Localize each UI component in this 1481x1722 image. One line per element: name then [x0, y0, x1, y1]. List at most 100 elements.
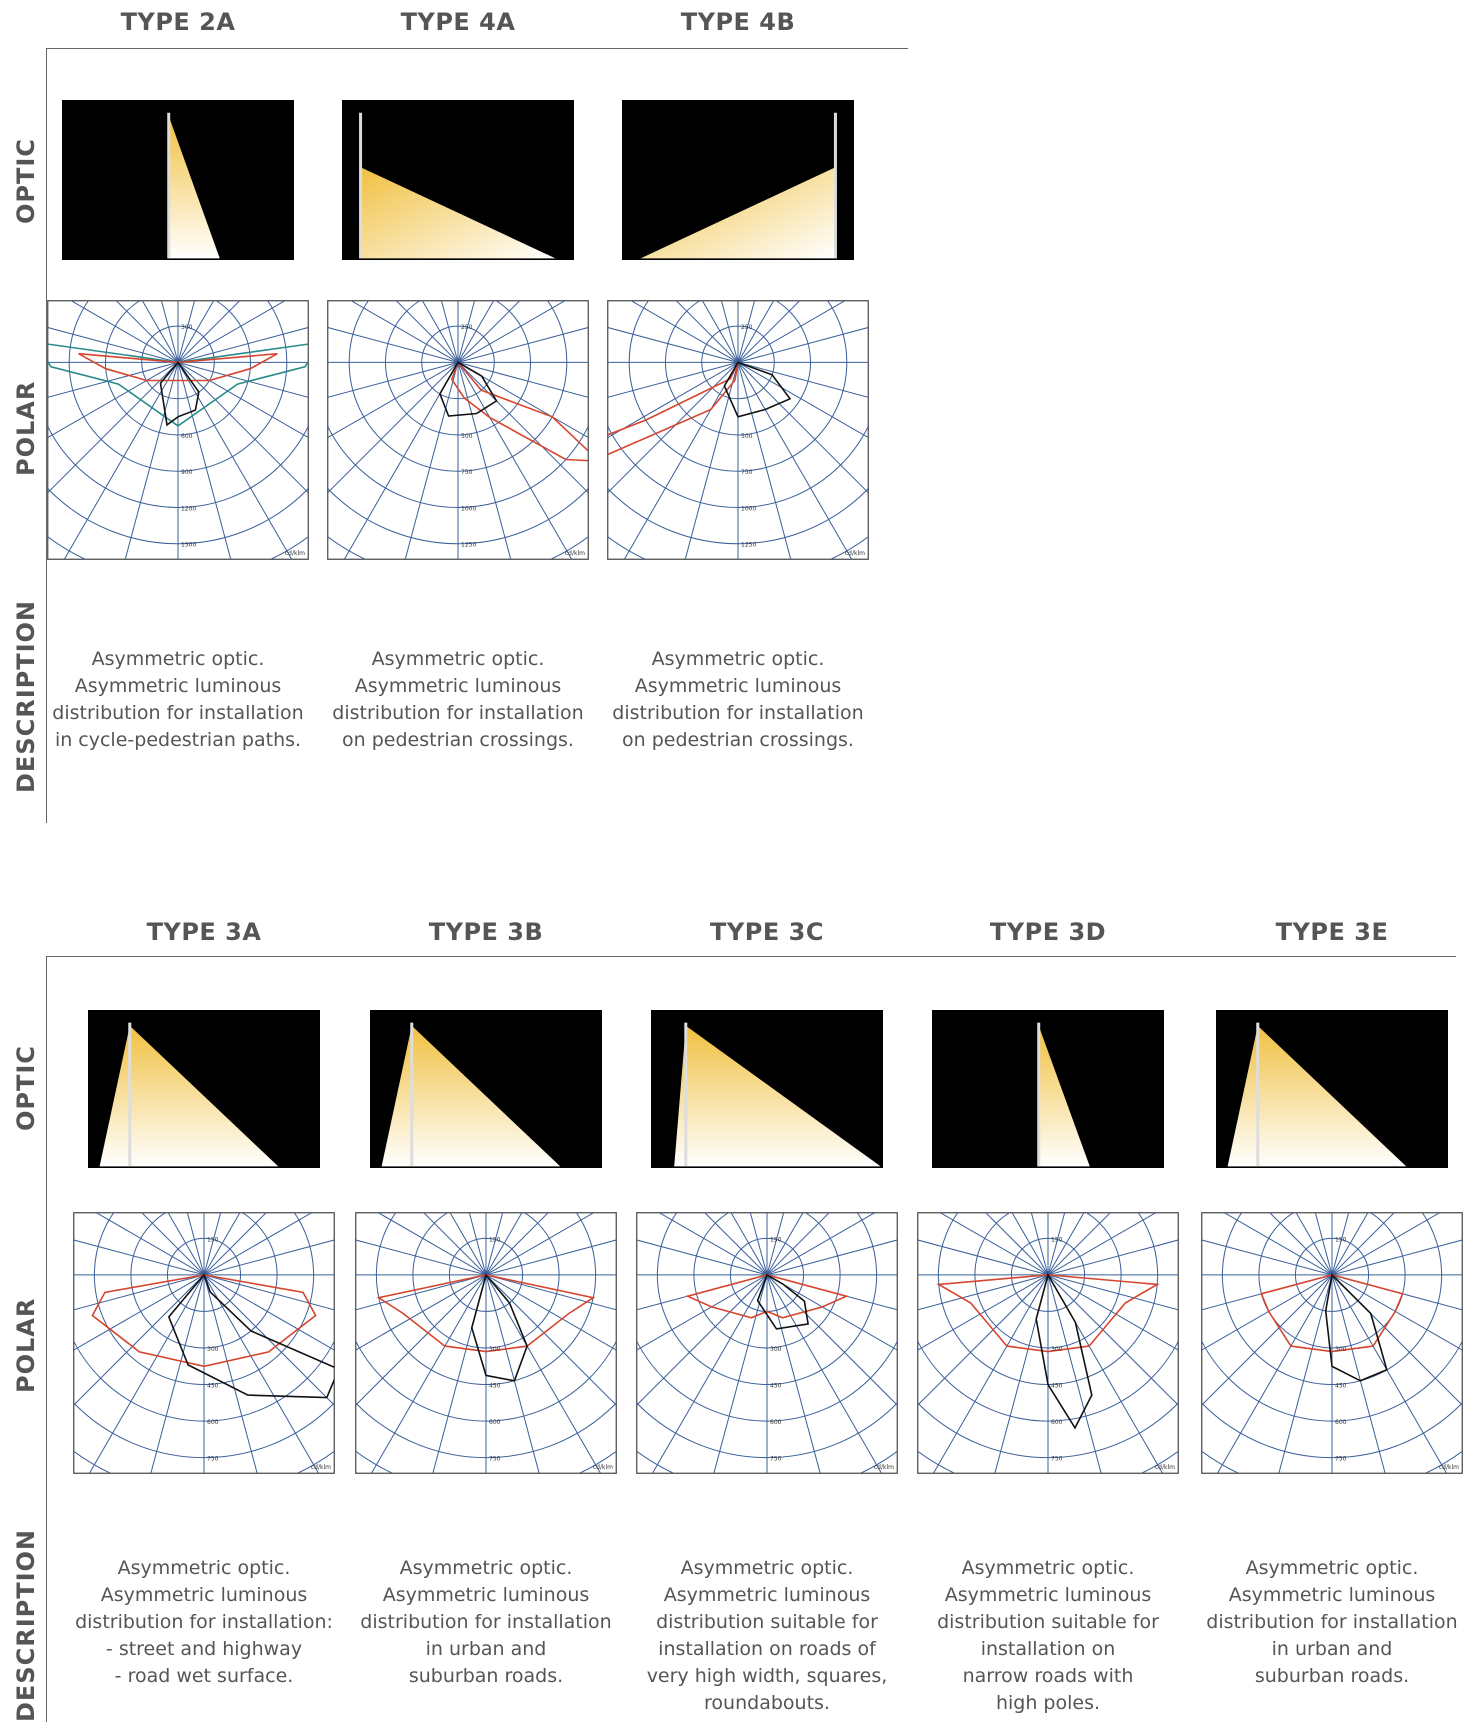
polar-tick-label: 300: [207, 1346, 219, 1353]
column-title: TYPE 3B: [428, 918, 544, 946]
polar-diagram: 150 300 450 600 750 cd/klm: [917, 1212, 1179, 1474]
polar-tick-label: 150: [1051, 1236, 1063, 1243]
polar-diagram: 300 600 900 1200 1500 cd/klm: [47, 300, 309, 560]
optic-illustration: [370, 1010, 602, 1168]
polar-curve-c90-c270: [723, 361, 792, 418]
polar-tick-label: 500: [741, 433, 753, 440]
polar-grid: [74, 1213, 334, 1473]
polar-tick-label: 250: [741, 324, 753, 331]
polar-curve-teal: [48, 343, 308, 427]
polar-tick-label: 750: [1051, 1456, 1063, 1463]
description-line: Asymmetric luminous: [944, 1584, 1152, 1606]
header-divider: [46, 48, 908, 49]
polar-tick-label: 150: [489, 1236, 501, 1243]
polar-curve-c0-c180: [91, 1274, 317, 1368]
description-line: Asymmetric luminous: [1228, 1584, 1436, 1606]
description-line: distribution for installation: [1206, 1611, 1458, 1633]
description-line: - street and highway: [105, 1638, 303, 1660]
optic-illustration: [88, 1010, 320, 1168]
description-text: Asymmetric optic. Asymmetric luminous dist…: [59, 1555, 349, 1690]
column-title: TYPE 3A: [146, 918, 262, 946]
description-line: Asymmetric optic.: [961, 1557, 1135, 1579]
light-beam: [99, 1025, 279, 1167]
polar-tick-label: 150: [207, 1236, 219, 1243]
description-line: in cycle-pedestrian paths.: [54, 729, 302, 751]
description-line: high poles.: [995, 1692, 1101, 1714]
polar-tick-label: 1250: [741, 542, 756, 549]
polar-diagram: 150 300 450 600 750 cd/klm: [73, 1212, 335, 1474]
optic-illustration: [1216, 1010, 1448, 1168]
polar-curve-c90-c270: [470, 1273, 528, 1382]
polar-curve-c90-c270: [1035, 1272, 1093, 1430]
column-title: TYPE 4A: [400, 8, 516, 36]
column-title: TYPE 3C: [710, 918, 824, 946]
row-label-optic: OPTIC: [12, 1045, 40, 1131]
description-line: installation on: [980, 1638, 1116, 1660]
description-line: Asymmetric luminous: [663, 1584, 871, 1606]
polar-curve-c0-c180: [936, 1274, 1160, 1353]
description-line: Asymmetric luminous: [382, 1584, 590, 1606]
light-beam: [674, 1025, 881, 1167]
polar-tick-label: 750: [489, 1456, 501, 1463]
polar-tick-label: 750: [207, 1456, 219, 1463]
polar-curve-c90-c270: [756, 1273, 810, 1330]
row-label-polar: POLAR: [12, 380, 40, 476]
polar-tick-label: 600: [1335, 1419, 1347, 1426]
description-text: Asymmetric optic. Asymmetric luminous dist…: [341, 1555, 631, 1690]
polar-unit-label: cd/klm: [285, 550, 305, 557]
polar-tick-label: 300: [1335, 1346, 1347, 1353]
polar-tick-label: 1000: [461, 506, 476, 513]
description-line: Asymmetric luminous: [354, 675, 562, 697]
description-text: Asymmetric optic. Asymmetric luminous dist…: [622, 1555, 912, 1717]
description-line: distribution suitable for: [656, 1611, 878, 1633]
polar-curve-c90-c270: [167, 1273, 334, 1399]
description-line: on pedestrian crossings.: [622, 729, 854, 751]
description-line: distribution for installation: [52, 702, 304, 724]
polar-tick-label: 450: [207, 1383, 219, 1390]
polar-tick-label: 600: [207, 1419, 219, 1426]
polar-tick-label: 300: [1051, 1346, 1063, 1353]
polar-curve-c90-c270: [159, 361, 200, 427]
description-line: suburban roads.: [1254, 1665, 1410, 1687]
polar-unit-label: cd/klm: [874, 1464, 894, 1471]
polar-unit-label: cd/klm: [845, 550, 865, 557]
polar-grid: [48, 301, 308, 559]
polar-curve-c0-c180: [608, 362, 739, 456]
polar-tick-label: 750: [770, 1456, 782, 1463]
description-line: in urban and: [1271, 1638, 1393, 1660]
polar-diagram: 150 300 450 600 750 cd/klm: [636, 1212, 898, 1474]
polar-tick-label: 450: [770, 1383, 782, 1390]
polar-unit-label: cd/klm: [593, 1464, 613, 1471]
description-line: very high width, squares,: [646, 1665, 888, 1687]
description-line: Asymmetric luminous: [100, 1584, 308, 1606]
description-line: Asymmetric optic.: [399, 1557, 573, 1579]
description-line: narrow roads with: [962, 1665, 1134, 1687]
row-divider: [46, 956, 47, 1722]
polar-tick-label: 600: [1051, 1419, 1063, 1426]
light-beam: [168, 116, 220, 259]
optic-illustration: [342, 100, 574, 260]
polar-unit-label: cd/klm: [311, 1464, 331, 1471]
polar-diagram: 150 300 450 600 750 cd/klm: [355, 1212, 617, 1474]
polar-diagram: 150 300 450 600 750 cd/klm: [1201, 1212, 1463, 1474]
polar-tick-label: 900: [181, 469, 193, 476]
polar-diagram: 250 500 750 1000 1250 cd/klm: [607, 300, 869, 560]
description-line: in urban and: [425, 1638, 547, 1660]
description-line: distribution for installation: [612, 702, 864, 724]
row-divider: [46, 48, 47, 823]
description-line: roundabouts.: [704, 1692, 830, 1714]
optic-illustration: [62, 100, 294, 260]
polar-tick-label: 1500: [181, 542, 196, 549]
polar-curve-c0-c180: [685, 1274, 849, 1319]
description-line: on pedestrian crossings.: [342, 729, 574, 751]
polar-tick-label: 600: [181, 433, 193, 440]
polar-grid: [918, 1213, 1178, 1473]
polar-tick-label: 150: [770, 1236, 782, 1243]
description-line: distribution for installation:: [75, 1611, 333, 1633]
description-line: Asymmetric optic.: [91, 648, 265, 670]
optic-illustration: [932, 1010, 1164, 1168]
optic-illustration: [651, 1010, 883, 1168]
polar-tick-label: 300: [770, 1346, 782, 1353]
polar-curve-c0-c180: [78, 352, 278, 382]
row-label-description: DESCRIPTION: [12, 1528, 40, 1722]
